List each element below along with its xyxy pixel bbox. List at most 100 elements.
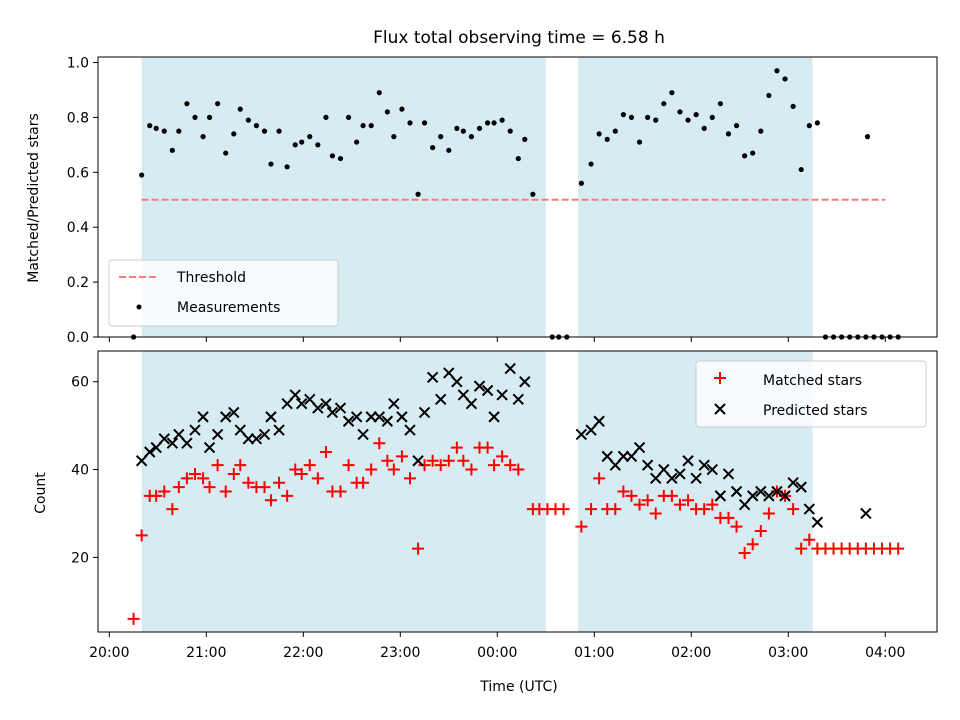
measurements-point-37	[415, 191, 421, 197]
matched-stars-legend-swatch	[714, 372, 726, 384]
predicted-stars-point-45	[481, 384, 494, 397]
predicted-stars-point-14	[242, 433, 255, 445]
measurements-point-34	[391, 134, 397, 140]
ratio-legend-box	[108, 259, 339, 327]
matched-stars-point-60	[609, 503, 622, 516]
predicted-stars-point-23	[312, 402, 324, 414]
predicted-stars-point-22	[304, 393, 316, 406]
measurements-point-29	[354, 139, 360, 145]
y-tick-label: 20	[71, 550, 89, 566]
predicted-stars-point-2	[150, 441, 162, 454]
measurements-point-35	[399, 106, 405, 112]
predicted-stars-point-21	[295, 397, 308, 410]
matched-stars-point-25	[319, 445, 332, 458]
matched-stars-point-42	[450, 441, 463, 454]
matched-stars-point-17	[258, 481, 271, 494]
matched-stars-point-36	[403, 472, 416, 485]
measurements-point-21	[292, 142, 298, 148]
matched-stars-point-14	[234, 459, 247, 472]
matched-stars-point-79	[762, 507, 775, 520]
matched-stars-point-11	[211, 459, 224, 472]
measurements-point-18	[268, 161, 274, 167]
predicted-stars-point-64	[682, 455, 694, 467]
measurements-point-36	[407, 120, 413, 126]
y-tick-label: 0.4	[67, 220, 89, 236]
predicted-stars-point-65	[690, 472, 702, 485]
matched-stars-point-75	[730, 520, 743, 533]
predicted-stars-point-47	[496, 389, 508, 401]
predicted-stars-point-41	[451, 376, 463, 388]
measurements-point-96	[864, 134, 871, 140]
x-tick-label: 02:00	[671, 645, 711, 661]
measurements-point-82	[790, 103, 796, 110]
predicted-stars-point-79	[803, 503, 815, 515]
measurements-point-6	[176, 128, 182, 134]
predicted-stars-point-72	[747, 490, 759, 502]
measurements-point-74	[725, 131, 732, 137]
measurements-point-71	[701, 125, 707, 131]
y-tick-label: 60	[71, 375, 89, 391]
x-tick-label: 20:00	[89, 645, 129, 661]
measurements-point-76	[742, 153, 748, 159]
predicted-stars-point-60	[650, 472, 662, 485]
measurements-point-73	[717, 101, 723, 107]
measurements-point-49	[507, 128, 513, 134]
measurements-point-61	[620, 112, 626, 118]
matched-stars-point-37	[412, 542, 425, 555]
predicted-stars-point-61	[658, 463, 670, 476]
matched-stars-point-58	[593, 472, 606, 485]
measurements-point-68	[677, 109, 683, 115]
measurements-point-8	[192, 114, 198, 120]
measurements-point-46	[484, 120, 491, 126]
predicted-stars-point-62	[666, 472, 678, 485]
matched-stars-point-68	[673, 498, 686, 511]
measurements-point-9	[200, 134, 206, 140]
matched-stars-point-46	[481, 441, 494, 454]
measurements-point-24	[315, 142, 321, 148]
measurements-point-27	[337, 155, 344, 162]
matched-stars-point-7	[180, 472, 193, 485]
count-legend: Matched stars Predicted stars	[695, 360, 927, 428]
predicted-stars-point-78	[795, 481, 807, 493]
measurements-point-23	[307, 134, 313, 140]
predicted-stars-point-69	[722, 468, 735, 480]
measurements-point-28	[345, 114, 352, 120]
predicted-stars-point-32	[381, 415, 394, 427]
measurements-point-59	[604, 136, 610, 142]
matched-stars-point-76	[738, 546, 751, 559]
measurements-legend-label: Measurements	[177, 300, 280, 316]
matched-stars-point-62	[625, 489, 638, 502]
matched-stars-point-63	[633, 498, 646, 511]
matched-stars-point-64	[641, 494, 654, 507]
predicted-stars-point-49	[512, 393, 525, 406]
measurements-point-3	[153, 125, 159, 131]
measurements-point-50	[515, 155, 521, 162]
y-tick-label: 0.8	[67, 110, 89, 126]
x-tick-label: 03:00	[768, 645, 808, 661]
x-tick-label: 01:00	[574, 645, 614, 661]
matched-stars-point-5	[166, 503, 179, 516]
predicted-stars-point-20	[289, 389, 301, 401]
measurements-point-65	[653, 117, 659, 123]
matched-stars-point-12	[219, 485, 232, 498]
matched-stars-point-13	[227, 467, 240, 480]
predicted-stars-point-68	[714, 490, 727, 502]
predicted-stars-point-54	[601, 450, 613, 463]
predicted-stars-point-5	[173, 428, 185, 441]
predicted-stars-point-70	[730, 485, 743, 498]
predicted-stars-point-77	[787, 477, 799, 489]
matched-stars-point-6	[172, 481, 185, 494]
predicted-stars-point-81	[860, 507, 872, 520]
predicted-stars-point-46	[488, 411, 500, 423]
measurements-point-30	[360, 123, 366, 129]
measurements-legend-swatch	[136, 304, 142, 310]
x-tick-label: 22:00	[283, 645, 323, 661]
predicted-stars-point-51	[575, 428, 588, 441]
predicted-stars-point-19	[281, 397, 293, 410]
predicted-stars-point-53	[593, 415, 605, 427]
measurements-point-83	[798, 166, 804, 173]
x-tick-label: 23:00	[380, 645, 420, 661]
measurements-point-79	[766, 92, 772, 99]
ratio-legend: Threshold Measurements	[108, 259, 339, 327]
